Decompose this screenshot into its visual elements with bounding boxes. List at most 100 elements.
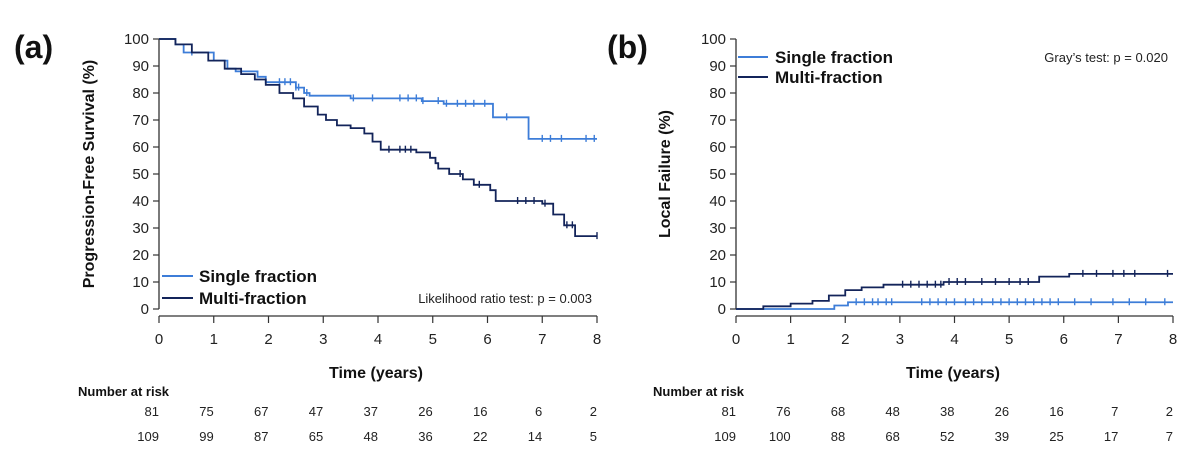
panel-a-test-annotation: Likelihood ratio test: p = 0.003 — [418, 291, 592, 306]
panel-b-axes: 0 10 20 30 40 50 60 70 80 90 100 0 1 2 3 4 5 6 7 8 — [701, 31, 1177, 348]
risk-value: 48 — [885, 404, 899, 419]
y-tick-label: 20 — [709, 247, 726, 264]
x-tick-label: 8 — [1169, 331, 1177, 348]
panel-a-axes: 0 10 20 30 40 50 60 70 80 90 100 0 1 2 3 4 5 6 7 8 — [124, 31, 601, 348]
y-tick-label: 40 — [709, 193, 726, 210]
risk-value: 2 — [590, 404, 597, 419]
x-tick-label: 5 — [429, 331, 437, 348]
legend-label-multi-fraction: Multi-fraction — [775, 68, 883, 87]
risk-value: 38 — [940, 404, 954, 419]
x-tick-label: 4 — [950, 331, 958, 348]
y-tick-label: 70 — [709, 112, 726, 129]
risk-value: 37 — [364, 404, 378, 419]
curve-single-fraction — [159, 38, 597, 140]
y-tick-label: 30 — [132, 220, 149, 237]
curve-multi-fraction — [159, 38, 597, 237]
panel-b-x-axis-title: Time (years) — [906, 365, 1000, 382]
y-tick-label: 80 — [132, 85, 149, 102]
x-tick-label: 8 — [593, 331, 601, 348]
panel-label-a: (a) — [14, 29, 53, 65]
y-tick-label: 40 — [132, 193, 149, 210]
panel-b-legend: Single fraction Multi-fraction — [738, 48, 893, 87]
y-tick-label: 60 — [709, 139, 726, 156]
panel-b-curves — [736, 269, 1173, 310]
risk-value: 75 — [199, 404, 213, 419]
risk-value: 16 — [473, 404, 487, 419]
risk-value: 88 — [831, 429, 845, 444]
risk-value: 26 — [995, 404, 1009, 419]
x-tick-label: 7 — [538, 331, 546, 348]
x-tick-label: 2 — [264, 331, 272, 348]
y-tick-label: 20 — [132, 247, 149, 264]
risk-value: 22 — [473, 429, 487, 444]
risk-value: 36 — [418, 429, 432, 444]
risk-value: 68 — [831, 404, 845, 419]
risk-value: 6 — [535, 404, 542, 419]
risk-value: 67 — [254, 404, 268, 419]
legend-label-single-fraction: Single fraction — [199, 267, 317, 286]
risk-value: 76 — [776, 404, 790, 419]
panel-b-y-axis-title: Local Failure (%) — [657, 110, 674, 238]
x-tick-label: 7 — [1114, 331, 1122, 348]
risk-value: 68 — [885, 429, 899, 444]
y-tick-label: 10 — [132, 274, 149, 291]
risk-value: 5 — [590, 429, 597, 444]
y-tick-label: 0 — [141, 301, 149, 318]
y-tick-label: 50 — [132, 166, 149, 183]
panel-label-b: (b) — [607, 29, 648, 65]
x-tick-label: 0 — [732, 331, 740, 348]
y-tick-label: 100 — [124, 31, 149, 48]
risk-value: 39 — [995, 429, 1009, 444]
panel-b-risk-table: 81 76 68 48 38 26 16 7 2 109 100 88 68 52 39 25 17 7 — [714, 404, 1173, 444]
y-tick-label: 50 — [709, 166, 726, 183]
legend-label-single-fraction: Single fraction — [775, 48, 893, 67]
y-tick-label: 30 — [709, 220, 726, 237]
risk-value: 100 — [769, 429, 791, 444]
risk-value: 65 — [309, 429, 323, 444]
panel-b-test-annotation: Gray’s test: p = 0.020 — [1044, 50, 1168, 65]
x-tick-label: 1 — [786, 331, 794, 348]
panel-a-curves — [159, 38, 598, 240]
risk-value: 52 — [940, 429, 954, 444]
panel-a-legend: Single fraction Multi-fraction — [162, 267, 317, 308]
y-tick-label: 100 — [701, 31, 726, 48]
x-tick-label: 5 — [1005, 331, 1013, 348]
y-tick-label: 90 — [132, 58, 149, 75]
risk-value: 25 — [1049, 429, 1063, 444]
x-tick-label: 6 — [1060, 331, 1068, 348]
risk-value: 109 — [714, 429, 736, 444]
x-tick-label: 3 — [896, 331, 904, 348]
curve-single-fraction — [736, 301, 1173, 310]
panel-a-risk-title: Number at risk — [78, 384, 170, 399]
y-tick-label: 90 — [709, 58, 726, 75]
risk-value: 2 — [1166, 404, 1173, 419]
risk-value: 109 — [137, 429, 159, 444]
risk-value: 16 — [1049, 404, 1063, 419]
curve-multi-fraction — [736, 273, 1173, 310]
risk-value: 87 — [254, 429, 268, 444]
y-tick-label: 70 — [132, 112, 149, 129]
legend-label-multi-fraction: Multi-fraction — [199, 289, 307, 308]
risk-value: 7 — [1166, 429, 1173, 444]
panel-a-risk-table: 81 75 67 47 37 26 16 6 2 109 99 87 65 48 36 22 14 5 — [137, 404, 597, 444]
risk-value: 47 — [309, 404, 323, 419]
risk-value: 7 — [1111, 404, 1118, 419]
panel-a-y-axis-title: Progression-Free Survival (%) — [81, 60, 98, 289]
risk-value: 48 — [364, 429, 378, 444]
panel-b: (b) 0 10 20 30 40 50 60 70 80 90 100 0 1 2 3 4 5 6 7 8 Time… — [607, 29, 1177, 444]
risk-value: 14 — [528, 429, 542, 444]
panel-b-risk-title: Number at risk — [653, 384, 745, 399]
y-tick-label: 60 — [132, 139, 149, 156]
x-tick-label: 6 — [483, 331, 491, 348]
risk-value: 26 — [418, 404, 432, 419]
panel-a-x-axis-title: Time (years) — [329, 365, 423, 382]
y-tick-label: 10 — [709, 274, 726, 291]
y-tick-label: 0 — [718, 301, 726, 318]
x-tick-label: 3 — [319, 331, 327, 348]
x-tick-label: 2 — [841, 331, 849, 348]
risk-value: 99 — [199, 429, 213, 444]
risk-value: 81 — [722, 404, 736, 419]
risk-value: 17 — [1104, 429, 1118, 444]
